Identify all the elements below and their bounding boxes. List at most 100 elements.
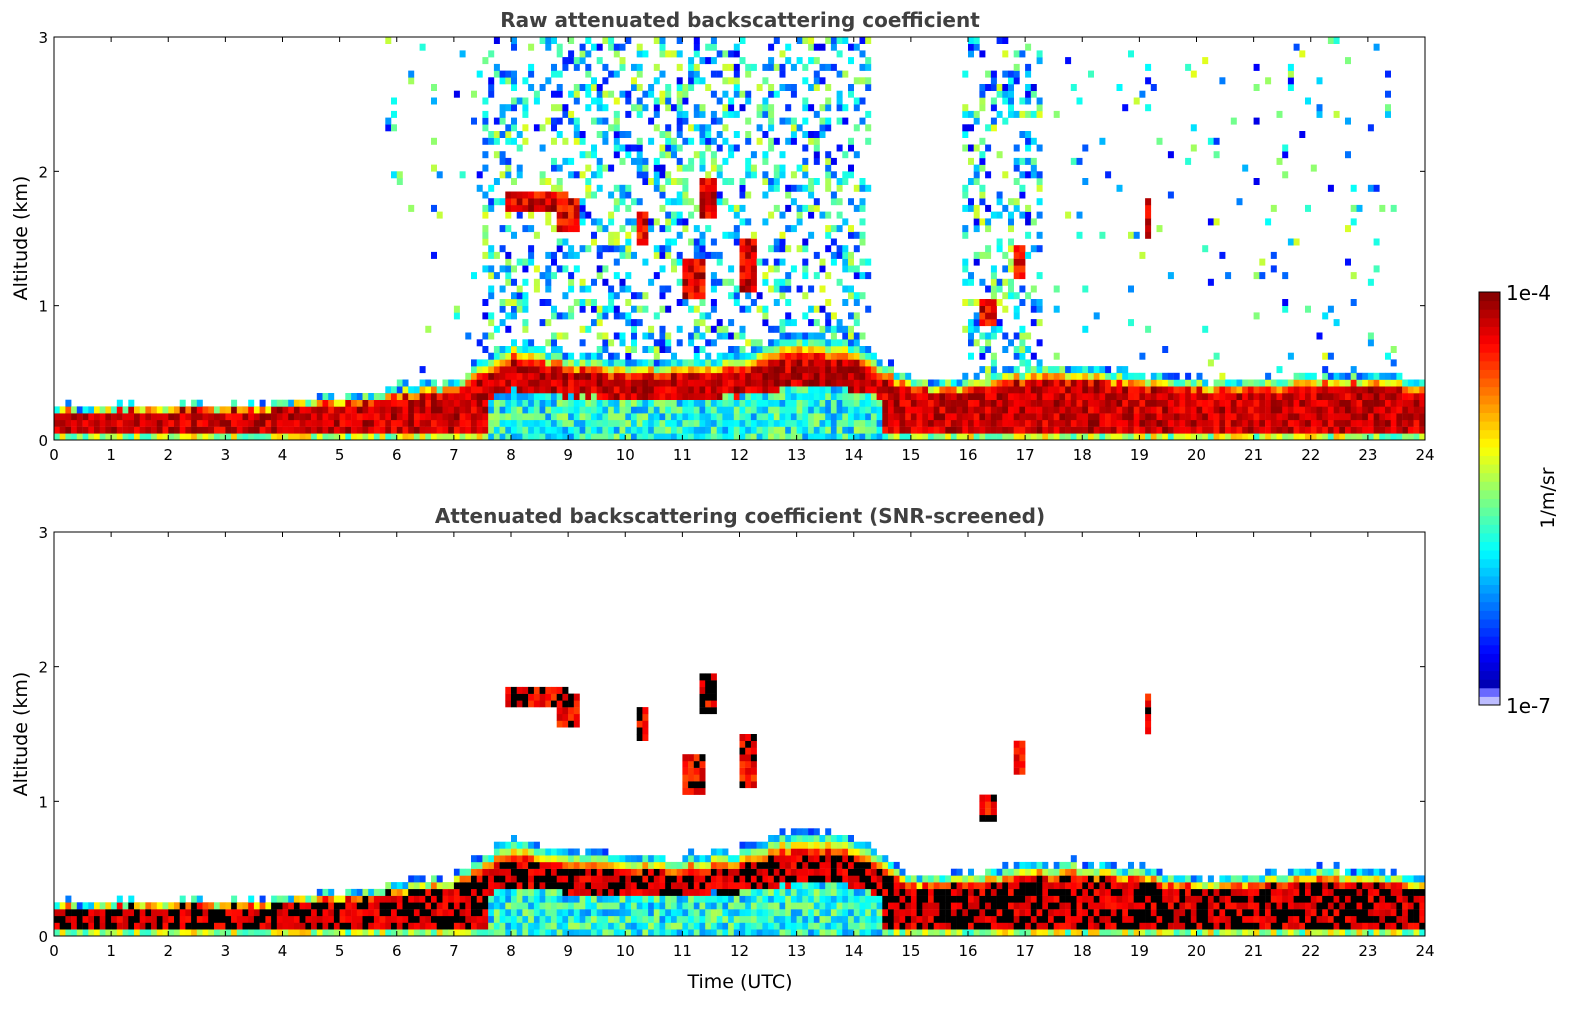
heatmap-cell bbox=[471, 869, 477, 876]
heatmap-cell bbox=[962, 192, 968, 199]
heatmap-cell bbox=[1122, 393, 1128, 400]
heatmap-cell bbox=[602, 359, 608, 366]
heatmap-cell bbox=[774, 37, 780, 44]
heatmap-cell bbox=[380, 909, 386, 916]
heatmap-cell bbox=[385, 400, 391, 407]
heatmap-cell bbox=[1208, 400, 1214, 407]
heatmap-cell bbox=[785, 346, 791, 353]
heatmap-cell bbox=[1151, 433, 1157, 440]
heatmap-cell bbox=[231, 896, 237, 903]
heatmap-cell bbox=[585, 71, 591, 78]
heatmap-cell bbox=[1317, 406, 1323, 413]
heatmap-cell bbox=[1374, 400, 1380, 407]
heatmap-cell bbox=[403, 929, 409, 936]
heatmap-cell bbox=[1128, 50, 1134, 57]
heatmap-cell bbox=[562, 896, 568, 903]
heatmap-cell bbox=[1317, 104, 1323, 111]
heatmap-cell bbox=[482, 333, 488, 340]
heatmap-cell bbox=[797, 353, 803, 360]
heatmap-cell bbox=[1117, 413, 1123, 420]
heatmap-cell bbox=[597, 218, 603, 225]
heatmap-cell bbox=[637, 420, 643, 427]
heatmap-cell bbox=[562, 902, 568, 909]
heatmap-cell bbox=[1408, 406, 1414, 413]
heatmap-cell bbox=[1008, 339, 1014, 346]
heatmap-cell bbox=[1374, 393, 1380, 400]
heatmap-cell bbox=[151, 413, 157, 420]
heatmap-cell bbox=[260, 433, 266, 440]
heatmap-cell bbox=[534, 265, 540, 272]
heatmap-cell bbox=[500, 433, 506, 440]
heatmap-cell bbox=[631, 319, 637, 326]
heatmap-cell bbox=[540, 923, 546, 930]
heatmap-cell bbox=[1197, 406, 1203, 413]
heatmap-cell bbox=[860, 218, 866, 225]
heatmap-cell bbox=[700, 131, 706, 138]
heatmap-cell bbox=[671, 198, 677, 205]
heatmap-cell bbox=[1025, 373, 1031, 380]
heatmap-cell bbox=[660, 98, 666, 105]
heatmap-cell bbox=[1042, 433, 1048, 440]
heatmap-cell bbox=[717, 353, 723, 360]
heatmap-cell bbox=[762, 393, 768, 400]
heatmap-cell bbox=[1054, 400, 1060, 407]
heatmap-cell bbox=[785, 44, 791, 51]
heatmap-cell bbox=[500, 353, 506, 360]
heatmap-cell bbox=[888, 373, 894, 380]
heatmap-cell bbox=[568, 400, 574, 407]
heatmap-cell bbox=[545, 198, 551, 205]
heatmap-cell bbox=[757, 393, 763, 400]
heatmap-cell bbox=[505, 138, 511, 145]
heatmap-cell bbox=[597, 353, 603, 360]
heatmap-cell bbox=[848, 259, 854, 266]
heatmap-cell bbox=[551, 104, 557, 111]
heatmap-cell bbox=[517, 916, 523, 923]
heatmap-cell bbox=[648, 400, 654, 407]
heatmap-cell bbox=[602, 386, 608, 393]
heatmap-cell bbox=[745, 286, 751, 293]
heatmap-cell bbox=[814, 380, 820, 387]
heatmap-cell bbox=[620, 433, 626, 440]
heatmap-cell bbox=[465, 373, 471, 380]
heatmap-cells bbox=[54, 673, 1425, 936]
heatmap-cell bbox=[802, 98, 808, 105]
heatmap-cell bbox=[488, 373, 494, 380]
heatmap-cell bbox=[522, 427, 528, 434]
heatmap-cell bbox=[505, 326, 511, 333]
heatmap-cell bbox=[117, 923, 123, 930]
heatmap-cell bbox=[774, 239, 780, 246]
heatmap-cell bbox=[1208, 359, 1214, 366]
heatmap-cell bbox=[717, 192, 723, 199]
heatmap-cell bbox=[625, 252, 631, 259]
heatmap-cell bbox=[877, 393, 883, 400]
heatmap-cell bbox=[865, 64, 871, 71]
heatmap-cell bbox=[208, 406, 214, 413]
heatmap-cell bbox=[654, 406, 660, 413]
heatmap-cell bbox=[660, 245, 666, 252]
heatmap-cell bbox=[1002, 386, 1008, 393]
heatmap-cell bbox=[962, 393, 968, 400]
heatmap-cell bbox=[648, 326, 654, 333]
heatmap-cell bbox=[243, 406, 249, 413]
heatmap-cell bbox=[231, 909, 237, 916]
heatmap-cell bbox=[734, 232, 740, 239]
heatmap-cell bbox=[1059, 420, 1065, 427]
heatmap-cell bbox=[717, 366, 723, 373]
heatmap-cell bbox=[854, 299, 860, 306]
heatmap-cell bbox=[740, 366, 746, 373]
heatmap-cell bbox=[511, 118, 517, 125]
heatmap-cell bbox=[774, 386, 780, 393]
heatmap-cell bbox=[1271, 406, 1277, 413]
heatmap-cell bbox=[214, 433, 220, 440]
heatmap-cell bbox=[1111, 393, 1117, 400]
heatmap-cell bbox=[979, 380, 985, 387]
heatmap-cell bbox=[631, 218, 637, 225]
heatmap-cell bbox=[1065, 400, 1071, 407]
heatmap-cell bbox=[454, 312, 460, 319]
heatmap-cell bbox=[374, 902, 380, 909]
heatmap-cell bbox=[877, 380, 883, 387]
heatmap-cell bbox=[288, 413, 294, 420]
heatmap-cell bbox=[762, 380, 768, 387]
heatmap-cell bbox=[768, 359, 774, 366]
